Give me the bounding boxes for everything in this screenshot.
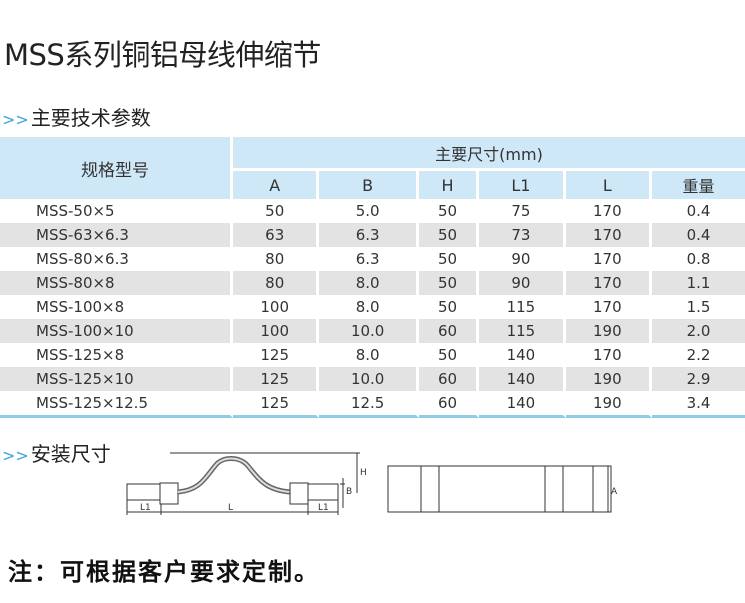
side-view	[126, 452, 360, 515]
value-cell: 50	[419, 343, 480, 367]
model-cell: MSS-100×10	[0, 319, 233, 343]
section-label: 主要技术参数	[30, 106, 151, 130]
label-L: L	[228, 503, 233, 513]
value-cell: 170	[566, 199, 653, 223]
value-cell: 12.5	[319, 391, 419, 418]
value-cell: 50	[418, 223, 480, 247]
section-header-params: >> 主要技术参数	[2, 102, 151, 131]
value-cell: 10.0	[319, 367, 419, 391]
value-cell: 115	[479, 295, 566, 319]
column-header: L1	[479, 171, 566, 199]
value-cell: 115	[479, 319, 566, 343]
value-cell: 90	[479, 247, 566, 271]
table-row: MSS-50×5 50 5.0 50 75 170 0.4	[0, 199, 745, 223]
value-cell: 100	[233, 319, 320, 343]
label-H: H	[360, 468, 367, 478]
label-A: A	[611, 487, 618, 497]
model-cell: MSS-80×8	[0, 271, 233, 295]
column-header: H	[418, 171, 480, 199]
spec-table: 规格型号 主要尺寸(mm) A B H L1 L 重量 MSS-50×5 50 5.0 50 75 1…	[0, 137, 745, 418]
value-cell: 170	[565, 271, 653, 295]
value-cell: 0.4	[686, 202, 711, 220]
value-cell: 5.0	[319, 199, 419, 223]
group-header: 主要尺寸(mm)	[233, 137, 745, 171]
value-cell: 3.4	[652, 391, 745, 418]
value-cell: 90	[479, 271, 566, 295]
customization-note: 注：可根据客户要求定制。	[8, 558, 320, 586]
value-cell: 140	[479, 391, 566, 418]
table-row: MSS-125×8 125 8.0 50 140 170 2.2	[0, 343, 745, 367]
value-cell: 190	[565, 319, 653, 343]
value-cell: 1.1	[652, 271, 745, 295]
label-L1: L1	[140, 503, 151, 513]
column-header: L	[565, 171, 653, 199]
model-cell: MSS-50×5	[0, 199, 233, 223]
label-B: B	[346, 487, 352, 497]
model-cell: MSS-125×8	[0, 343, 233, 367]
double-chevron-icon: >>	[2, 110, 29, 129]
label-L1: L1	[318, 503, 329, 513]
model-cell: MSS-80×6.3	[0, 247, 233, 271]
column-header: 重量	[652, 171, 745, 199]
value-cell: 50	[418, 271, 480, 295]
table-row: MSS-80×6.3 80 6.3 50 90 170 0.8	[0, 247, 745, 271]
value-cell: 6.3	[319, 247, 419, 271]
value-cell: 8.0	[319, 271, 419, 295]
value-cell: 170	[566, 247, 653, 271]
value-cell: 125	[233, 367, 320, 391]
value-cell: 1.5	[686, 298, 711, 316]
value-cell: 73	[479, 223, 566, 247]
model-cell: MSS-100×8	[0, 295, 233, 319]
table-row: MSS-63×6.3 63 6.3 50 73 170 0.4	[0, 223, 745, 247]
value-cell: 170	[566, 295, 653, 319]
double-chevron-icon: >>	[2, 446, 29, 465]
value-cell: 125	[233, 343, 320, 367]
value-cell: 6.3	[319, 223, 419, 247]
model-cell: MSS-63×6.3	[0, 223, 233, 247]
spec-header: 规格型号	[0, 137, 233, 199]
value-cell: 2.9	[652, 367, 745, 391]
table-row: MSS-100×8 100 8.0 50 115 170 1.5	[0, 295, 745, 319]
value-cell: 80	[233, 271, 320, 295]
value-cell: 140	[479, 367, 566, 391]
value-cell: 2.0	[652, 319, 745, 343]
table-row: MSS-125×10 125 10.0 60 140 190 2.9	[0, 367, 745, 391]
value-cell: 140	[479, 343, 566, 367]
value-cell: 50	[233, 199, 320, 223]
table-row: MSS-100×10 100 10.0 60 115 190 2.0	[0, 319, 745, 343]
top-view	[387, 465, 612, 513]
value-cell: 10.0	[319, 319, 419, 343]
value-cell: 8.0	[319, 295, 419, 319]
value-cell: 170	[565, 223, 653, 247]
column-header: B	[319, 171, 419, 199]
value-cell: 125	[233, 391, 320, 418]
value-cell: 50	[419, 247, 480, 271]
table-row: MSS-125×12.5 125 12.5 60 140 190 3.4	[0, 391, 745, 418]
model-cell: MSS-125×12.5	[0, 391, 233, 418]
value-cell: 0.4	[652, 223, 745, 247]
value-cell: 100	[233, 295, 320, 319]
value-cell: 60	[418, 367, 480, 391]
page-title: MSS系列铜铝母线伸缩节	[4, 38, 321, 72]
value-cell: 8.0	[319, 343, 419, 367]
value-cell: 50	[419, 295, 480, 319]
model-cell: MSS-125×10	[0, 367, 233, 391]
value-cell: 63	[233, 223, 320, 247]
section-label: 安装尺寸	[30, 442, 111, 466]
value-cell: 60	[418, 391, 480, 418]
section-header-install: >> 安装尺寸	[2, 438, 111, 467]
column-header: A	[233, 171, 320, 199]
value-cell: 80	[233, 247, 320, 271]
value-cell: 0.8	[686, 250, 711, 268]
value-cell: 170	[566, 343, 653, 367]
table-row: MSS-80×8 80 8.0 50 90 170 1.1	[0, 271, 745, 295]
value-cell: 190	[565, 367, 653, 391]
value-cell: 75	[479, 199, 566, 223]
value-cell: 60	[418, 319, 480, 343]
value-cell: 2.2	[686, 346, 711, 364]
value-cell: 50	[419, 199, 480, 223]
value-cell: 190	[565, 391, 653, 418]
